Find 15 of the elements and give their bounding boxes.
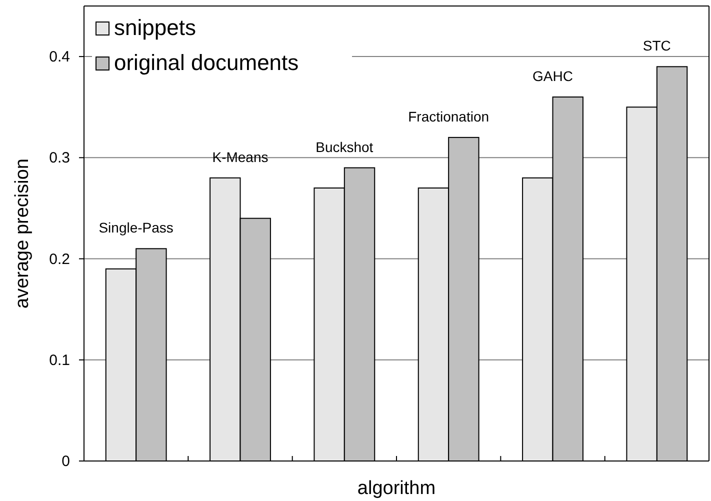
y-tick-label: 0.4: [49, 48, 70, 66]
x-axis-title: algorithm: [357, 478, 436, 499]
legend-label: original documents: [114, 50, 299, 75]
y-tick-label: 0: [62, 453, 70, 470]
x-tick-label: Fractionation: [408, 108, 490, 124]
x-tick-label: Single-Pass: [98, 220, 174, 236]
y-axis-title: average precision: [12, 158, 33, 308]
y-tick-label: 0.3: [49, 150, 70, 167]
y-tick-label: 0.1: [49, 352, 70, 369]
x-tick-label: GAHC: [532, 68, 573, 84]
y-tick-label: 0.2: [49, 250, 70, 268]
x-tick-label: K-Means: [212, 148, 268, 165]
x-tick-label: STC: [642, 38, 671, 54]
legend-label: snippets: [114, 15, 196, 40]
x-tick-label: Buckshot: [316, 138, 374, 155]
